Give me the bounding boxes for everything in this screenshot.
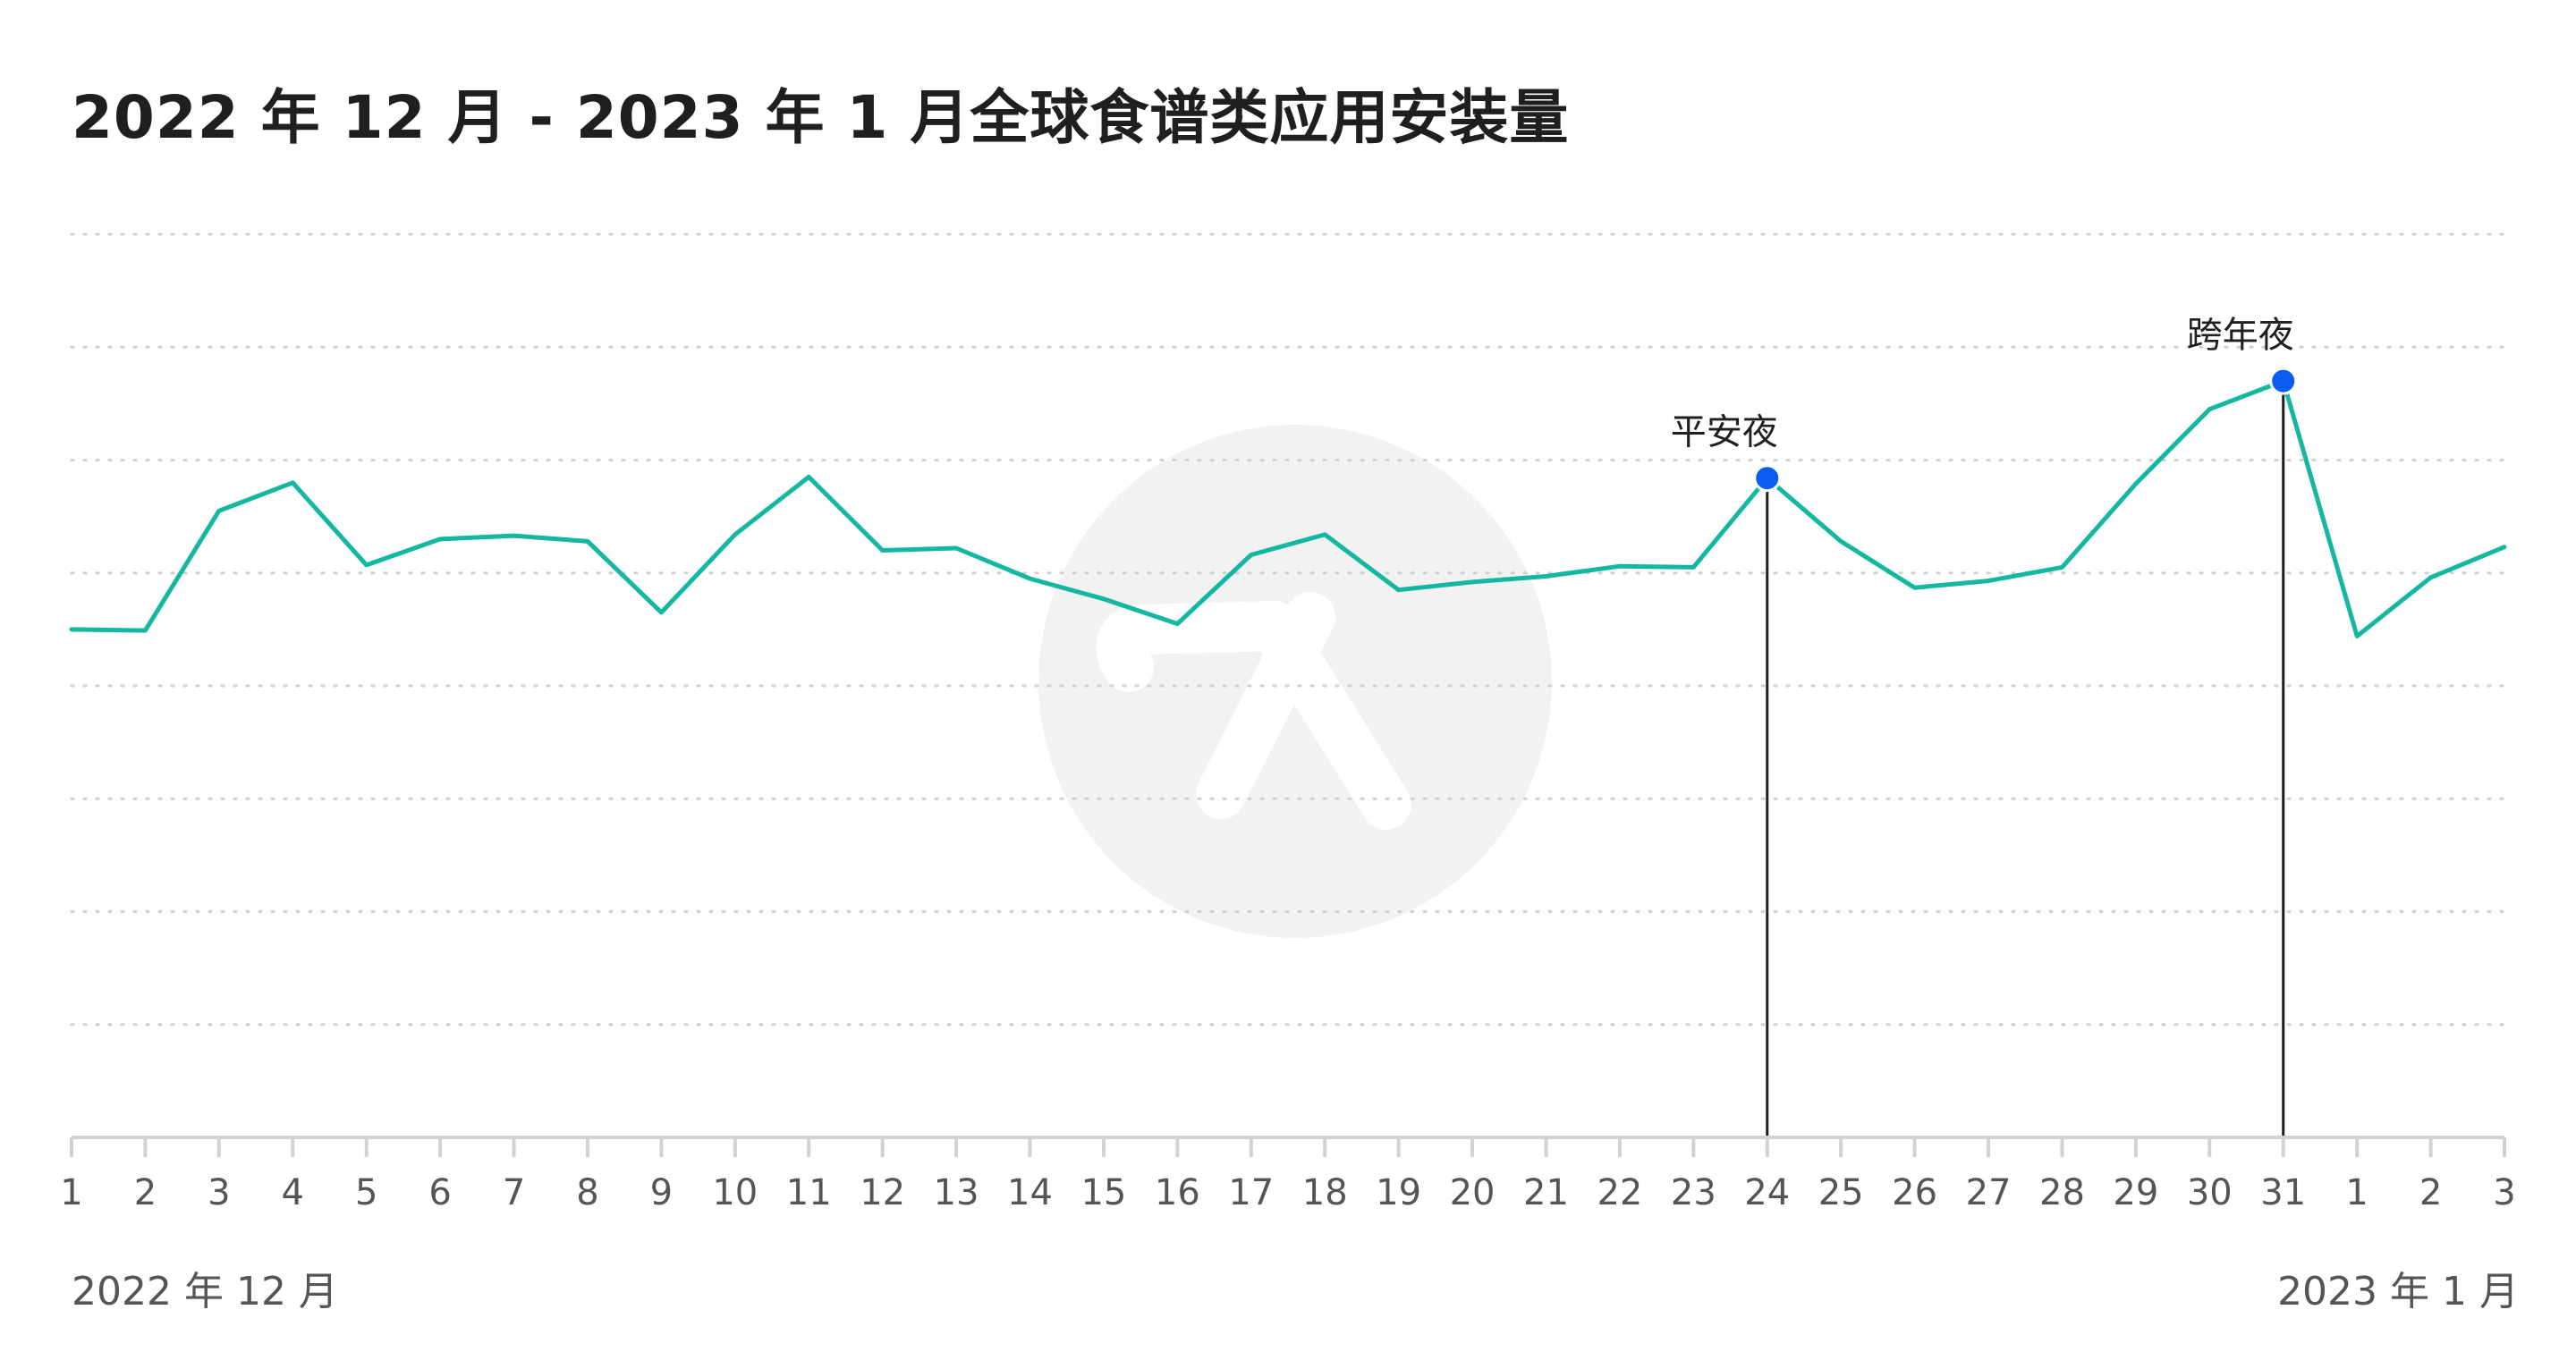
x-tick-label: 1	[60, 1172, 82, 1213]
x-tick-label: 25	[1818, 1172, 1864, 1213]
x-tick-label: 22	[1597, 1172, 1642, 1213]
x-tick-label: 12	[860, 1172, 905, 1213]
x-tick-label: 3	[2493, 1172, 2515, 1213]
x-tick-label: 26	[1892, 1172, 1937, 1213]
x-tick-label: 7	[503, 1172, 525, 1213]
annotation-marker	[1753, 464, 1782, 493]
period-start-label: 2022 年 12 月	[72, 1269, 338, 1314]
x-tick-label: 28	[2039, 1172, 2085, 1213]
period-end-label: 2023 年 1 月	[2277, 1269, 2519, 1314]
annotation-marker	[2269, 367, 2298, 395]
x-axis: 1 2 3 4 5 6 7 8 9 10 11 12 13 14 15 16 17 18 19 20 21 22 23 24 2…	[60, 1136, 2516, 1213]
chart-title: 2022 年 12 月 - 2023 年 1 月全球食谱类应用安装量	[72, 83, 1570, 152]
x-tick-label: 30	[2187, 1172, 2233, 1213]
x-tick-label: 17	[1228, 1172, 1274, 1213]
series-layer	[69, 378, 2507, 638]
x-tick-label: 2	[134, 1172, 157, 1213]
annotation-label: 跨年夜	[2187, 315, 2294, 356]
x-tick-label: 8	[576, 1172, 598, 1213]
x-tick-label: 14	[1007, 1172, 1053, 1213]
x-tick-label: 9	[650, 1172, 673, 1213]
x-tick-label: 20	[1450, 1172, 1496, 1213]
x-tick-label: 16	[1155, 1172, 1200, 1213]
x-tick-label: 29	[2113, 1172, 2158, 1213]
x-tick-label: 23	[1671, 1172, 1716, 1213]
x-tick-label: 18	[1302, 1172, 1348, 1213]
x-tick-label: 5	[355, 1172, 377, 1213]
x-tick-label: 6	[428, 1172, 451, 1213]
annotations: 平安夜 跨年夜	[1671, 315, 2294, 1136]
series-line	[69, 378, 2507, 638]
x-tick-label: 24	[1744, 1172, 1790, 1213]
x-tick-label: 31	[2260, 1172, 2306, 1213]
x-tick-label: 13	[934, 1172, 979, 1213]
x-tick-label: 15	[1080, 1172, 1126, 1213]
annotation-label: 平安夜	[1671, 412, 1778, 453]
x-tick-label: 27	[1966, 1172, 2012, 1213]
x-tick-label: 21	[1523, 1172, 1569, 1213]
gridlines	[70, 232, 2506, 1027]
x-tick-label: 19	[1376, 1172, 1421, 1213]
x-tick-label: 3	[208, 1172, 230, 1213]
x-tick-label: 4	[282, 1172, 304, 1213]
x-tick-label: 10	[712, 1172, 758, 1213]
markers	[1753, 367, 2298, 493]
app-logo-icon	[1096, 592, 1411, 830]
x-tick-label: 1	[2345, 1172, 2368, 1213]
watermark	[1038, 425, 1552, 938]
x-tick-label: 11	[786, 1172, 832, 1213]
x-tick-label: 2	[2419, 1172, 2442, 1213]
